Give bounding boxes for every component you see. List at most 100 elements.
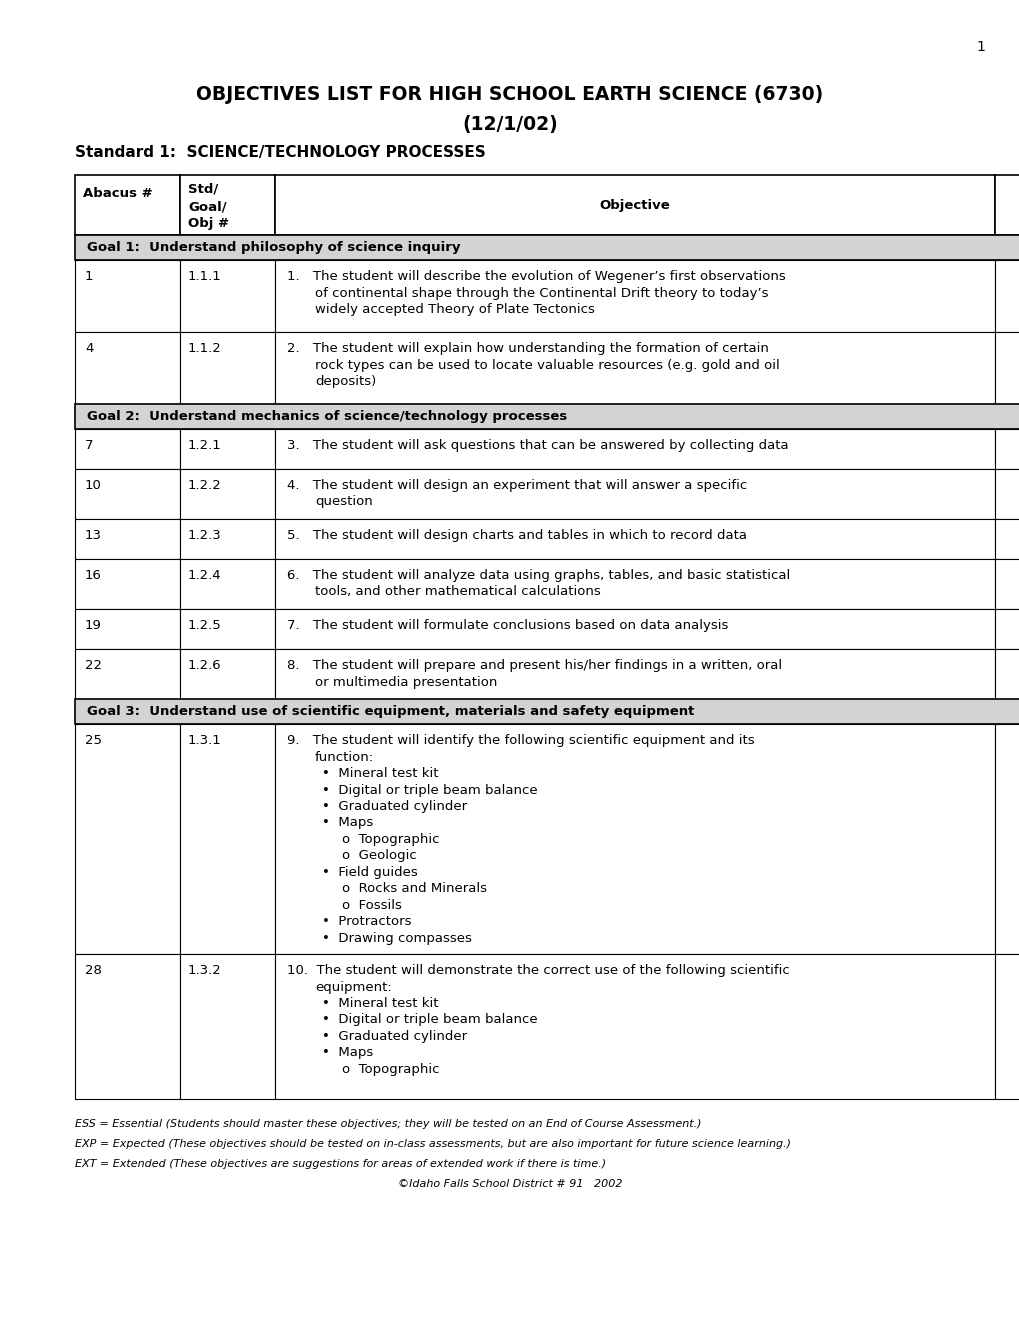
Text: Goal 2:  Understand mechanics of science/technology processes: Goal 2: Understand mechanics of science/… [87, 411, 567, 422]
Text: 19: 19 [85, 619, 102, 632]
Text: (12/1/02): (12/1/02) [462, 115, 557, 135]
Text: o  Topographic: o Topographic [341, 1063, 439, 1076]
Text: o  Rocks and Minerals: o Rocks and Minerals [341, 883, 486, 895]
Text: Goal 1:  Understand philosophy of science inquiry: Goal 1: Understand philosophy of science… [87, 242, 460, 253]
Text: Standard 1:  SCIENCE/TECHNOLOGY PROCESSES: Standard 1: SCIENCE/TECHNOLOGY PROCESSES [75, 145, 485, 160]
Bar [275, 260, 994, 333]
Text: Goal 3:  Understand use of scientific equipment, materials and safety equipment: Goal 3: Understand use of scientific equ… [87, 705, 694, 718]
Text: Std/
Goal/
Obj #: Std/ Goal/ Obj # [187, 183, 229, 230]
Bar [75, 469, 179, 519]
Text: 1.3.1: 1.3.1 [187, 734, 221, 747]
Text: 22: 22 [85, 659, 102, 672]
Bar [275, 519, 994, 558]
Bar [179, 176, 275, 235]
Text: •  Drawing compasses: • Drawing compasses [322, 932, 472, 945]
Text: •  Mineral test kit: • Mineral test kit [322, 997, 438, 1010]
Bar [994, 954, 1019, 1100]
Bar [275, 609, 994, 649]
Text: •  Maps: • Maps [322, 1047, 373, 1060]
Bar [75, 429, 179, 469]
Text: •  Mineral test kit: • Mineral test kit [322, 767, 438, 780]
Text: 5.  The student will design charts and tables in which to record data: 5. The student will design charts and ta… [286, 529, 746, 543]
Bar [179, 558, 275, 609]
Text: 1.1.1: 1.1.1 [187, 271, 221, 282]
Text: •  Field guides: • Field guides [322, 866, 418, 879]
Bar [179, 609, 275, 649]
Bar [75, 404, 1019, 429]
Text: 7.  The student will formulate conclusions based on data analysis: 7. The student will formulate conclusion… [286, 619, 728, 632]
Bar [994, 429, 1019, 469]
Bar [994, 176, 1019, 235]
Text: 1: 1 [975, 40, 984, 54]
Text: rock types can be used to locate valuable resources (e.g. gold and oil: rock types can be used to locate valuabl… [315, 359, 779, 371]
Text: widely accepted Theory of Plate Tectonics: widely accepted Theory of Plate Tectonic… [315, 304, 594, 315]
Text: deposits): deposits) [315, 375, 376, 388]
Text: 25: 25 [85, 734, 102, 747]
Bar [75, 333, 179, 404]
Text: or multimedia presentation: or multimedia presentation [315, 676, 497, 689]
Bar [275, 176, 994, 235]
Bar [994, 723, 1019, 954]
Text: of continental shape through the Continental Drift theory to today’s: of continental shape through the Contine… [315, 286, 767, 300]
Text: 1.2.2: 1.2.2 [187, 479, 221, 492]
Text: 13: 13 [85, 529, 102, 543]
Text: EXT = Extended (These objectives are suggestions for areas of extended work if t: EXT = Extended (These objectives are sug… [75, 1159, 605, 1170]
Bar [275, 723, 994, 954]
Bar [275, 469, 994, 519]
Bar [179, 649, 275, 700]
Text: 9.  The student will identify the following scientific equipment and its: 9. The student will identify the followi… [286, 734, 754, 747]
Bar [994, 469, 1019, 519]
Text: 1.1.2: 1.1.2 [187, 342, 221, 355]
Text: •  Maps: • Maps [322, 817, 373, 829]
Text: •  Protractors: • Protractors [322, 916, 411, 928]
Bar [275, 333, 994, 404]
Text: equipment:: equipment: [315, 981, 391, 994]
Text: 3.  The student will ask questions that can be answered by collecting data: 3. The student will ask questions that c… [286, 440, 788, 451]
Bar [75, 260, 179, 333]
Text: 1.2.4: 1.2.4 [187, 569, 221, 582]
Bar [75, 609, 179, 649]
Text: •  Graduated cylinder: • Graduated cylinder [322, 800, 467, 813]
Text: 28: 28 [85, 964, 102, 977]
Text: o  Topographic: o Topographic [341, 833, 439, 846]
Bar [179, 469, 275, 519]
Text: •  Digital or triple beam balance: • Digital or triple beam balance [322, 1014, 537, 1027]
Text: 1.2.6: 1.2.6 [187, 659, 221, 672]
Bar [179, 260, 275, 333]
Bar [994, 260, 1019, 333]
Text: 1: 1 [85, 271, 94, 282]
Text: o  Geologic: o Geologic [341, 850, 417, 862]
Bar [75, 954, 179, 1100]
Bar [994, 609, 1019, 649]
Bar [994, 333, 1019, 404]
Text: 10.  The student will demonstrate the correct use of the following scientific: 10. The student will demonstrate the cor… [286, 964, 789, 977]
Bar [275, 429, 994, 469]
Text: 10: 10 [85, 479, 102, 492]
Bar [179, 723, 275, 954]
Bar [75, 558, 179, 609]
Bar [994, 558, 1019, 609]
Bar [75, 723, 179, 954]
Text: 1.2.5: 1.2.5 [187, 619, 221, 632]
Text: ©Idaho Falls School District # 91   2002: ©Idaho Falls School District # 91 2002 [397, 1179, 622, 1189]
Bar [179, 333, 275, 404]
Bar [75, 235, 1019, 260]
Bar [275, 954, 994, 1100]
Text: 1.  The student will describe the evolution of Wegener’s first observations: 1. The student will describe the evoluti… [286, 271, 785, 282]
Bar [179, 429, 275, 469]
Text: 8.  The student will prepare and present his/her findings in a written, oral: 8. The student will prepare and present … [286, 659, 782, 672]
Text: 1.3.2: 1.3.2 [187, 964, 221, 977]
Bar [179, 954, 275, 1100]
Bar [75, 649, 179, 700]
Text: 16: 16 [85, 569, 102, 582]
Text: question: question [315, 495, 372, 508]
Text: EXP = Expected (These objectives should be tested on in-class assessments, but a: EXP = Expected (These objectives should … [75, 1139, 790, 1148]
Bar [994, 519, 1019, 558]
Text: ESS = Essential (Students should master these objectives; they will be tested on: ESS = Essential (Students should master … [75, 1119, 701, 1129]
Text: 4: 4 [85, 342, 94, 355]
Bar [275, 649, 994, 700]
Bar [75, 519, 179, 558]
Text: 6.  The student will analyze data using graphs, tables, and basic statistical: 6. The student will analyze data using g… [286, 569, 790, 582]
Text: function:: function: [315, 751, 374, 763]
Text: Abacus #: Abacus # [83, 187, 153, 201]
